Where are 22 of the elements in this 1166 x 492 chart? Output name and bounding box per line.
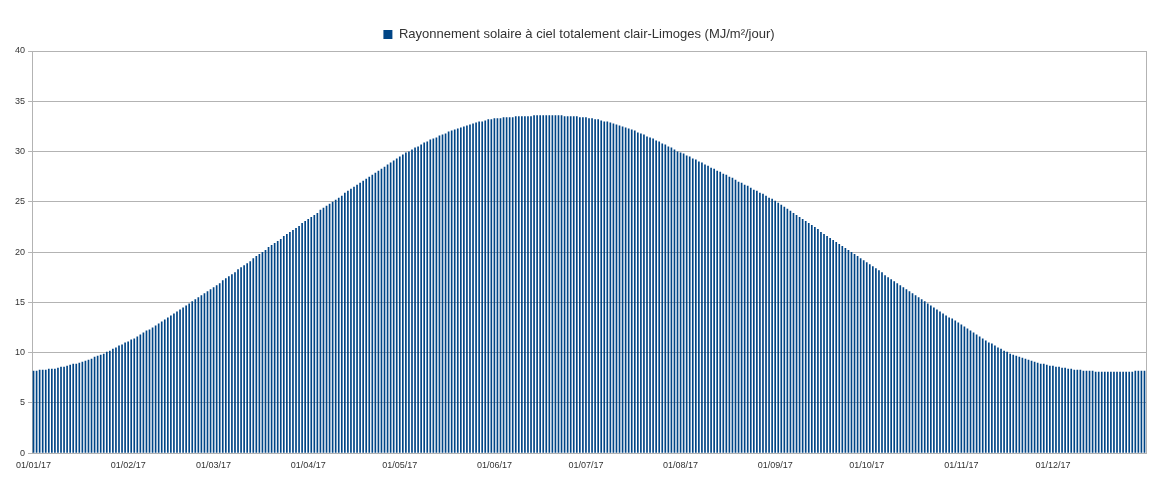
x-tick-label: 01/12/17 [1035,460,1071,471]
x-tick-label: 01/05/17 [382,460,418,471]
x-tick-label: 01/07/17 [568,460,604,471]
x-tick-label: 01/10/17 [849,460,885,471]
x-tick-label: 01/02/17 [110,460,146,471]
y-tick-label: 10 [15,347,26,358]
x-tick-label: 01/06/17 [476,460,512,471]
y-tick-label: 25 [15,196,26,207]
legend-label: Rayonnement solaire à ciel totalement clair-Limoges (MJ/m²/jour) [398,26,775,42]
x-tick-label: 01/03/17 [196,460,232,471]
y-tick-label: 0 [20,447,26,458]
y-tick-label: 15 [15,296,26,307]
y-tick-label: 40 [15,45,26,56]
y-tick-label: 20 [15,246,26,257]
y-tick-label: 35 [15,95,26,106]
x-tick-label: 01/11/17 [944,460,979,471]
x-tick-label: 01/08/17 [663,460,699,471]
y-tick-label: 30 [15,146,26,157]
x-tick-label: 01/01/17 [16,460,52,471]
x-tick-label: 01/09/17 [757,460,793,471]
x-tick-label: 01/04/17 [290,460,326,471]
y-tick-label: 5 [20,397,26,408]
